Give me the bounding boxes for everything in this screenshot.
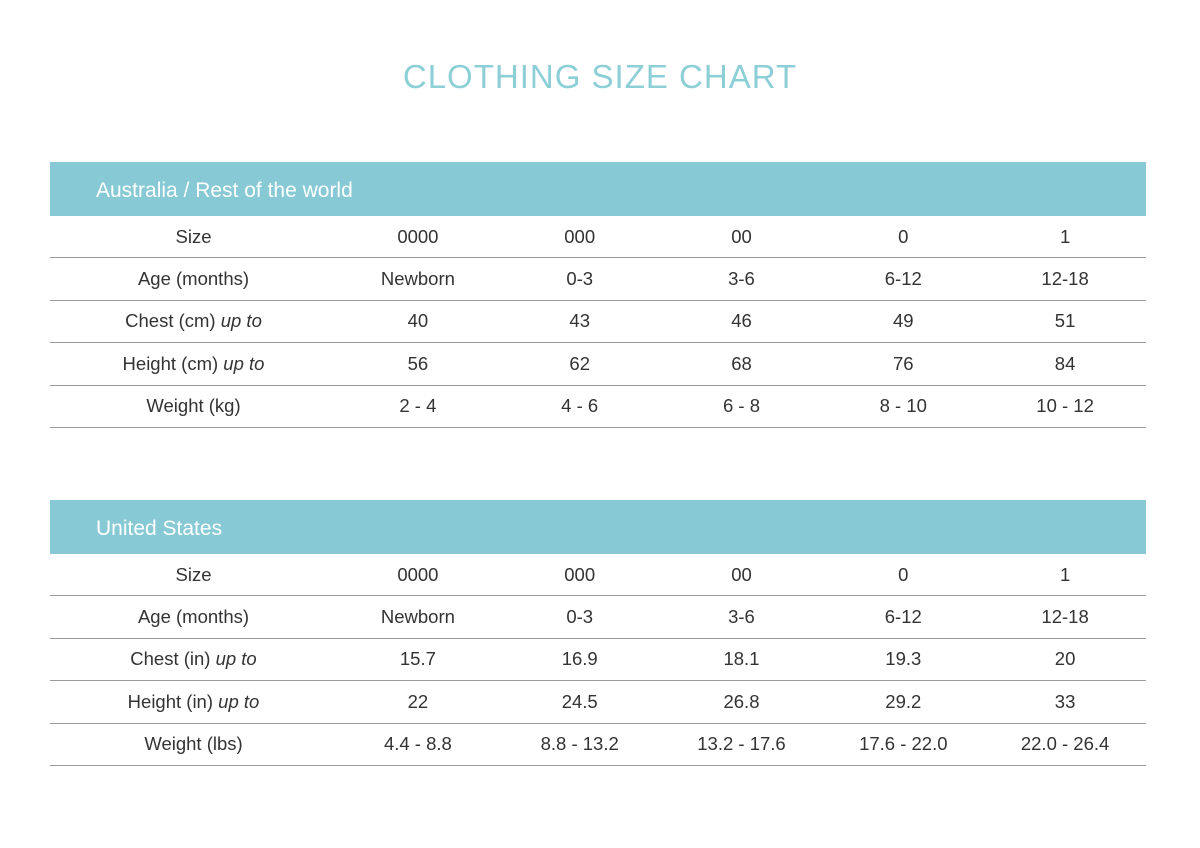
table-cell: 43: [569, 310, 590, 332]
table-cell: 4.4 - 8.8: [383, 733, 452, 755]
table-cell: 000: [564, 225, 596, 247]
table-cell: 22: [407, 690, 429, 712]
row-label-text: Height (cm): [122, 352, 224, 374]
table-cell: 10 - 12: [1036, 395, 1094, 417]
table-cell: 29.2: [885, 690, 922, 712]
table-cell: 0: [898, 225, 909, 247]
table-cell: 24.5: [561, 690, 598, 712]
table-cell: 6-12: [884, 606, 922, 628]
table-cell: 20: [1054, 648, 1076, 670]
table-cell: 8 - 10: [879, 395, 927, 417]
row-label-qualifier: up to: [215, 648, 257, 670]
row-label-text: Age (months): [137, 268, 250, 290]
table-cell: 19.3: [885, 648, 922, 670]
size-table-australia: Australia / Rest of the world Size 0000 000…: [50, 162, 1146, 428]
row-label: Chest (cm) up to: [50, 310, 337, 332]
table-row: Height (cm) up to 56 62 68 76 84: [50, 343, 1146, 386]
table-cell: Newborn: [380, 268, 455, 290]
table-cell: 6-12: [884, 268, 922, 290]
table-cell: 84: [1054, 352, 1076, 374]
table-cell: 3-6: [728, 606, 755, 628]
table-cell: 56: [407, 352, 429, 374]
table-row: Size 0000 000 00 0 1: [50, 554, 1146, 597]
row-label-text: Weight (lbs): [144, 733, 243, 755]
row-label-text: Chest (cm): [125, 310, 221, 332]
row-label-text: Weight (kg): [146, 395, 241, 417]
table-cell: 46: [731, 310, 752, 332]
table-cell: 12-18: [1041, 268, 1089, 290]
size-table-united-states: United States Size 0000 000 00 0 1 Age (months)…: [50, 500, 1146, 766]
table-cell: 00: [731, 225, 752, 247]
row-label-text: Size: [175, 225, 212, 247]
table-heading: Australia / Rest of the world: [50, 162, 1146, 216]
table-cell: 76: [893, 352, 914, 374]
table-cell: 68: [731, 352, 752, 374]
table-cell: 0: [898, 563, 909, 585]
row-label: Weight (kg): [50, 395, 337, 417]
table-cell: 0-3: [566, 606, 594, 628]
row-label-text: Age (months): [137, 606, 250, 628]
table-row: Chest (in) up to 15.7 16.9 18.1 19.3 20: [50, 639, 1146, 682]
row-label: Age (months): [50, 606, 337, 628]
table-cell: 49: [893, 310, 914, 332]
table-cell: 1: [1059, 225, 1071, 247]
table-cell: 1: [1059, 563, 1071, 585]
table-cell: 26.8: [723, 690, 760, 712]
row-label-qualifier: up to: [218, 690, 260, 712]
table-cell: 17.6 - 22.0: [859, 733, 948, 755]
row-label-text: Size: [175, 563, 212, 585]
row-label: Height (in) up to: [50, 691, 337, 713]
table-row: Size 0000 000 00 0 1: [50, 216, 1146, 259]
table-row: Age (months) Newborn 0-3 3-6 6-12 12-18: [50, 596, 1146, 639]
table-cell: Newborn: [380, 606, 455, 628]
table-cell: 13.2 - 17.6: [697, 733, 786, 755]
row-label-qualifier: up to: [223, 352, 265, 374]
table-cell: 0000: [397, 563, 439, 585]
table-heading: United States: [50, 500, 1146, 554]
row-label: Size: [50, 226, 337, 248]
table-cell: 12-18: [1041, 606, 1089, 628]
table-cell: 000: [564, 563, 596, 585]
table-cell: 33: [1054, 690, 1076, 712]
row-label-text: Height (in): [127, 690, 219, 712]
table-cell: 4 - 6: [561, 395, 599, 417]
table-row: Weight (kg) 2 - 4 4 - 6 6 - 8 8 - 10 10 - 12: [50, 386, 1146, 428]
table-row: Age (months) Newborn 0-3 3-6 6-12 12-18: [50, 258, 1146, 301]
table-row: Chest (cm) up to 40 43 46 49 51: [50, 301, 1146, 344]
table-cell: 18.1: [723, 648, 760, 670]
row-label: Weight (lbs): [50, 733, 337, 755]
row-label-qualifier: up to: [220, 310, 262, 332]
row-label: Age (months): [50, 268, 337, 290]
table-cell: 0000: [397, 225, 439, 247]
table-cell: 16.9: [561, 648, 598, 670]
table-cell: 6 - 8: [722, 395, 760, 417]
row-label-text: Chest (in): [130, 648, 216, 670]
table-cell: 15.7: [399, 648, 436, 670]
table-cell: 62: [569, 352, 590, 374]
table-row: Weight (lbs) 4.4 - 8.8 8.8 - 13.2 13.2 - 17…: [50, 724, 1146, 766]
table-cell: 3-6: [728, 268, 755, 290]
table-cell: 00: [731, 563, 752, 585]
table-cell: 51: [1054, 310, 1076, 332]
table-cell: 2 - 4: [399, 395, 437, 417]
table-cell: 22.0 - 26.4: [1020, 733, 1110, 755]
row-label: Height (cm) up to: [50, 353, 337, 375]
row-label: Size: [50, 564, 337, 586]
table-cell: 40: [407, 310, 429, 332]
table-row: Height (in) up to 22 24.5 26.8 29.2 33: [50, 681, 1146, 724]
table-cell: 8.8 - 13.2: [540, 733, 619, 755]
page-title: CLOTHING SIZE CHART: [402, 58, 798, 95]
table-cell: 0-3: [566, 268, 594, 290]
row-label: Chest (in) up to: [50, 648, 337, 670]
